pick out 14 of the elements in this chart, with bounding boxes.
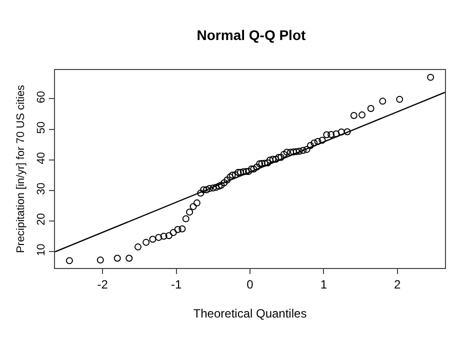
x-tick-label: -2 bbox=[97, 277, 108, 292]
x-tick-label: 1 bbox=[320, 277, 328, 292]
y-tick-label: 50 bbox=[36, 122, 48, 134]
x-axis-title: Theoretical Quantiles bbox=[193, 306, 307, 320]
y-tick-label: 60 bbox=[36, 90, 48, 104]
y-tick-label: 10 bbox=[36, 244, 48, 256]
y-axis-title: Precipitation [in/yr] for 70 US cities bbox=[15, 84, 28, 254]
y-tick-label: 20 bbox=[36, 213, 48, 226]
x-tick-label: 2 bbox=[394, 277, 402, 292]
y-tick-label: 30 bbox=[36, 182, 48, 195]
x-tick-label: -1 bbox=[170, 277, 182, 292]
chart-title: Normal Q-Q Plot bbox=[196, 27, 306, 44]
y-tick-label: 40 bbox=[36, 152, 48, 164]
x-tick-label: 0 bbox=[246, 277, 254, 292]
